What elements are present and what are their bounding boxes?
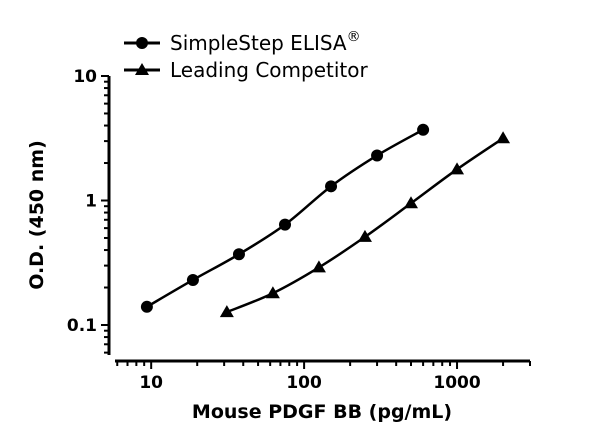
data-point-triangle [357,229,372,242]
axes: 0.1 1 10 10 100 1000 [67,67,531,393]
circle-marker-icon [136,37,148,49]
data-point-circle [325,180,338,193]
data-point-circle [140,300,153,313]
legend: SimpleStep ELISA® Leading Competitor [124,29,368,82]
plot-area [140,123,511,318]
legend-label-simplestep: SimpleStep ELISA® [170,29,361,55]
legend-entry-competitor: Leading Competitor [124,58,368,82]
triangle-marker-icon [135,63,149,75]
data-point-triangle [450,162,465,175]
data-point-circle [278,218,291,231]
x-tick-label: 100 [286,373,322,393]
data-point-triangle [311,260,326,273]
data-point-triangle [403,196,418,209]
x-tick-label: 10 [139,373,163,393]
legend-label-competitor: Leading Competitor [170,58,368,82]
data-point-triangle [219,305,234,318]
data-point-circle [186,273,199,286]
x-tick-label: 1000 [433,373,480,393]
y-tick-label: 10 [73,67,97,87]
data-point-circle [417,123,430,136]
data-point-circle [371,149,384,162]
data-point-circle [232,248,245,261]
legend-entry-simplestep: SimpleStep ELISA® [124,29,361,55]
y-tick-label: 0.1 [67,316,97,336]
x-axis-label: Mouse PDGF BB (pg/mL) [192,401,452,423]
data-point-triangle [265,286,280,299]
y-axis-label: O.D. (450 nm) [26,140,48,290]
y-tick-label: 1 [85,192,97,212]
data-point-triangle [496,131,511,144]
